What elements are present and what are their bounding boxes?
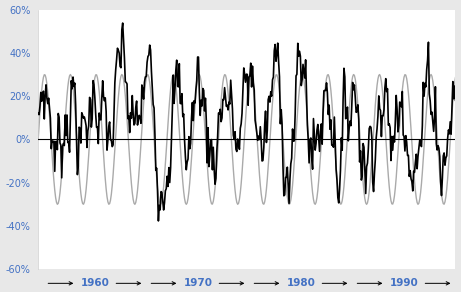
Text: 1960: 1960 (80, 278, 109, 288)
Text: 1980: 1980 (286, 278, 315, 288)
Text: 1990: 1990 (390, 278, 418, 288)
Text: 1970: 1970 (183, 278, 213, 288)
